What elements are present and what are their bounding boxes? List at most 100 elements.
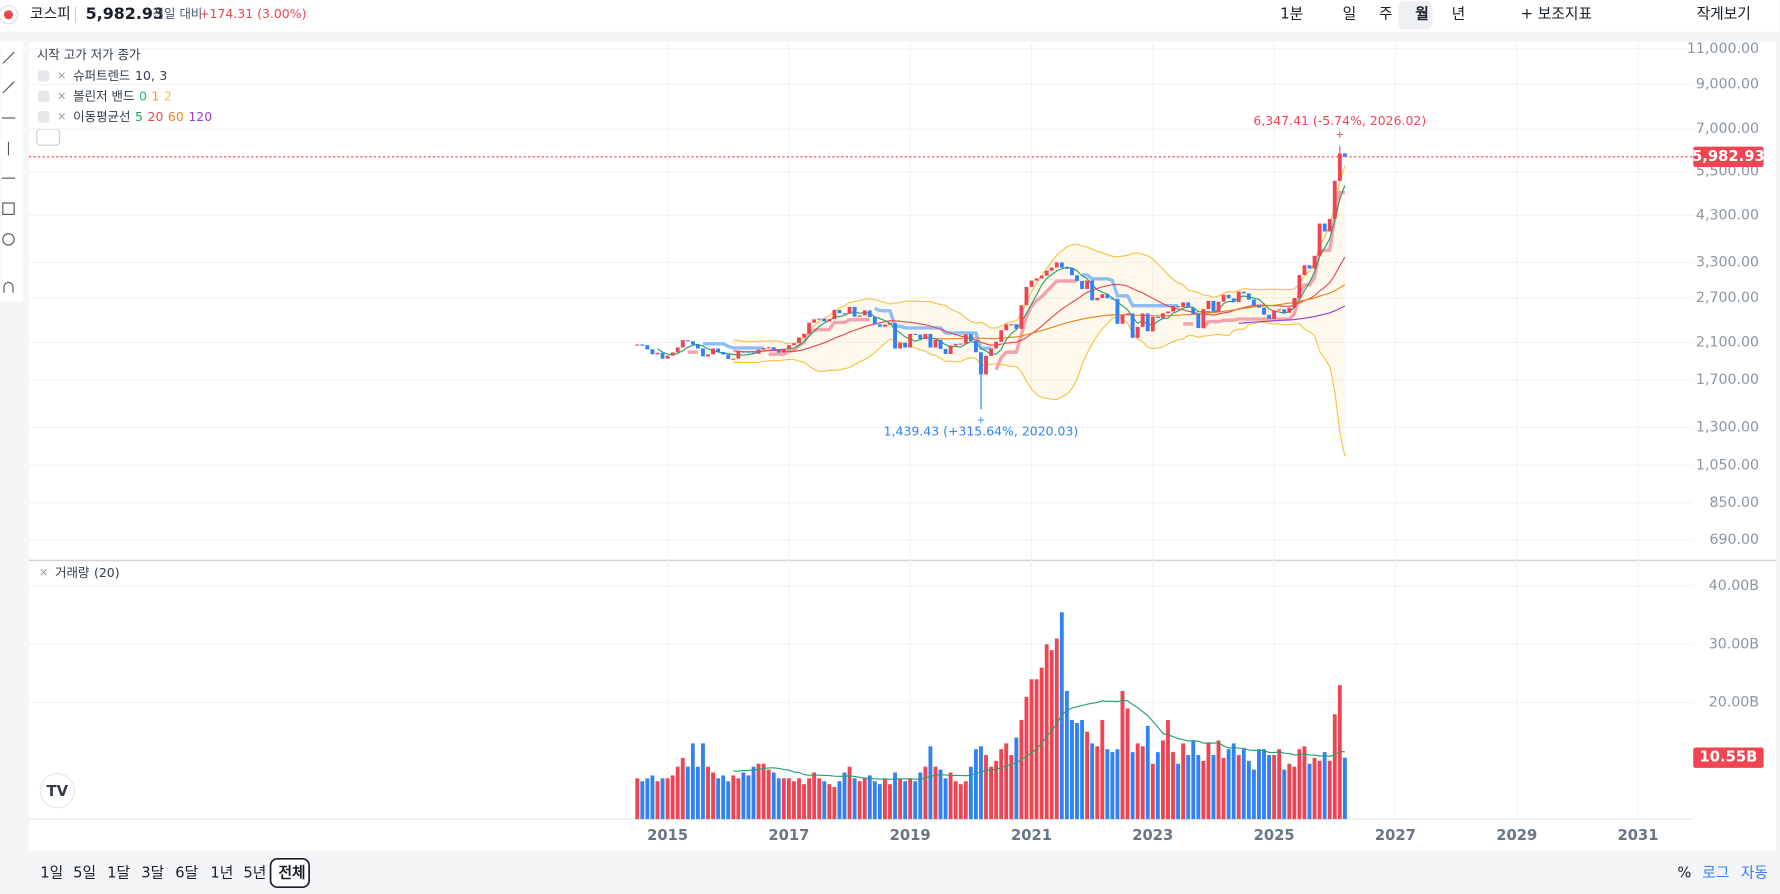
- annotation-marker: +: [1336, 130, 1345, 141]
- legend-eye[interactable]: [37, 90, 50, 103]
- candle: [711, 348, 716, 355]
- candle: [1120, 315, 1125, 324]
- volume-bar: [1080, 720, 1084, 820]
- candle: [635, 344, 640, 346]
- volume-bar: [933, 766, 938, 820]
- candle: [817, 318, 822, 320]
- volume-bar: [640, 781, 645, 820]
- volume-bar: [685, 766, 690, 820]
- volume-bar: [1160, 740, 1165, 820]
- volume-bar: [1206, 743, 1211, 820]
- y-tick-label: 5,500.00: [1696, 164, 1759, 180]
- active-period-bg: [1398, 1, 1433, 30]
- range-button[interactable]: 5일: [73, 865, 96, 882]
- candle: [903, 342, 908, 348]
- volume-bar: [1337, 685, 1342, 820]
- volume-bar: [695, 766, 700, 820]
- volume-bar: [898, 778, 903, 820]
- toolbar-item[interactable]: 작게보기: [1697, 6, 1751, 23]
- toolbar-item[interactable]: 일: [1343, 6, 1357, 23]
- volume-bar: [645, 778, 650, 820]
- volume-bar: [1236, 755, 1241, 820]
- candle: [938, 339, 943, 349]
- tool-magnet[interactable]: [3, 281, 14, 293]
- tool-ray[interactable]: [2, 81, 15, 94]
- collapse-button[interactable]: [36, 128, 61, 146]
- range-button[interactable]: 5년: [243, 865, 266, 882]
- range-button[interactable]: 1달: [107, 865, 130, 882]
- toolbar-item[interactable]: 월: [1415, 6, 1429, 23]
- volume-bar: [832, 787, 837, 820]
- y-tick-label: 1,300.00: [1696, 419, 1759, 435]
- candle: [675, 347, 680, 353]
- volume-bar: [1130, 752, 1135, 820]
- legend-eye[interactable]: [37, 70, 50, 82]
- x-tick-label: 2017: [768, 827, 809, 844]
- volume-bar: [776, 778, 781, 820]
- range-button[interactable]: 1일: [40, 865, 63, 882]
- volume-bar: [1009, 755, 1014, 820]
- volume-bar: [1135, 743, 1140, 820]
- volume-bar: [893, 772, 897, 820]
- tool-shape[interactable]: [2, 233, 15, 246]
- volume-bar: [1246, 760, 1251, 820]
- volume-bar: [903, 781, 908, 820]
- candle: [690, 341, 695, 345]
- legend-close[interactable]: ×: [57, 68, 67, 82]
- candle: [867, 310, 872, 318]
- legend-eye[interactable]: [37, 111, 50, 123]
- candle: [832, 309, 837, 320]
- candle: [751, 352, 756, 354]
- range-button[interactable]: 6달: [175, 865, 198, 882]
- candle: [655, 352, 660, 355]
- plus-icon: +: [1521, 6, 1533, 23]
- toolbar-item[interactable]: 보조지표: [1538, 6, 1592, 23]
- scale-option[interactable]: 자동: [1741, 865, 1768, 882]
- candle: [685, 340, 690, 342]
- candle: [1342, 153, 1347, 157]
- volume-bar: [928, 746, 933, 820]
- volume-bar: [716, 778, 721, 820]
- candle: [837, 309, 842, 314]
- tool-rect[interactable]: [2, 202, 15, 215]
- legend-close[interactable]: ×: [57, 88, 67, 102]
- volume-bar: [1140, 746, 1145, 820]
- volume-bar: [1166, 720, 1170, 820]
- candle: [1019, 305, 1024, 329]
- volume-bar: [726, 781, 731, 820]
- range-button[interactable]: 3달: [141, 865, 164, 882]
- volume-bar: [963, 781, 968, 820]
- scale-option[interactable]: %: [1677, 865, 1691, 882]
- volume-bar: [802, 784, 806, 820]
- range-button[interactable]: 1년: [210, 865, 233, 882]
- toolbar-item[interactable]: 주: [1379, 6, 1393, 23]
- candle: [953, 343, 958, 346]
- candle: [898, 342, 903, 349]
- y-tick-label: 4,300.00: [1696, 207, 1759, 223]
- candle: [1160, 313, 1165, 318]
- moving-average: [1238, 305, 1346, 324]
- volume-bar: [1145, 725, 1150, 820]
- tool-icons: [1, 51, 16, 293]
- toolbar-item[interactable]: 년: [1452, 6, 1466, 23]
- candle: [1322, 223, 1327, 232]
- candle: [847, 306, 852, 314]
- tool-line[interactable]: [2, 51, 15, 64]
- volume-bar: [1302, 746, 1307, 820]
- legend-close[interactable]: ×: [57, 109, 67, 123]
- volume-bar: [1049, 650, 1054, 820]
- candle: [1221, 294, 1226, 302]
- range-button[interactable]: 전체: [278, 865, 305, 882]
- candle: [888, 323, 892, 325]
- candle: [1277, 309, 1282, 311]
- candle: [741, 351, 746, 353]
- toolbar-item[interactable]: 1분: [1280, 6, 1303, 23]
- logo-mark: TV: [47, 783, 69, 800]
- scale-option[interactable]: 로그: [1702, 865, 1729, 882]
- volume-bar: [953, 781, 958, 820]
- legend-close[interactable]: ×: [39, 565, 48, 579]
- moving-average: [935, 284, 1346, 340]
- volume-bar: [837, 781, 842, 820]
- candle: [726, 354, 731, 360]
